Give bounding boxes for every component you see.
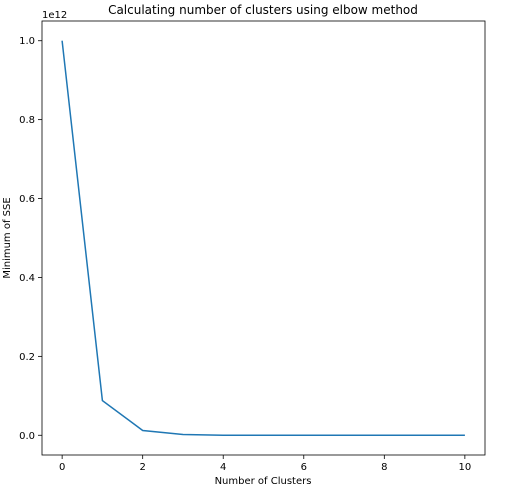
y-tick-label: 0.8 (19, 115, 35, 126)
chart-title: Calculating number of clusters using elb… (108, 3, 418, 17)
x-tick-label: 0 (59, 462, 65, 473)
x-axis: 0 2 4 6 8 10 (59, 455, 471, 473)
x-tick-label: 4 (220, 462, 226, 473)
x-tick-label: 8 (381, 462, 387, 473)
y-tick-label: 0.6 (19, 194, 35, 205)
x-tick-label: 2 (139, 462, 145, 473)
plot-area (41, 20, 486, 456)
y-offset-label: 1e12 (42, 10, 67, 21)
x-tick-label: 10 (458, 462, 471, 473)
series-line (61, 40, 465, 437)
y-tick-label: 0.4 (19, 273, 35, 284)
y-tick-label: 0.2 (19, 352, 35, 363)
y-axis: 0.0 0.2 0.4 0.6 0.8 1.0 (19, 36, 42, 442)
x-axis-label: Number of Clusters (215, 476, 312, 487)
y-tick-label: 0.0 (19, 431, 35, 442)
y-axis-label: Minimum of SSE (2, 197, 13, 278)
series-layer (61, 40, 465, 437)
y-tick-label: 1.0 (19, 36, 35, 47)
x-tick-label: 6 (301, 462, 307, 473)
